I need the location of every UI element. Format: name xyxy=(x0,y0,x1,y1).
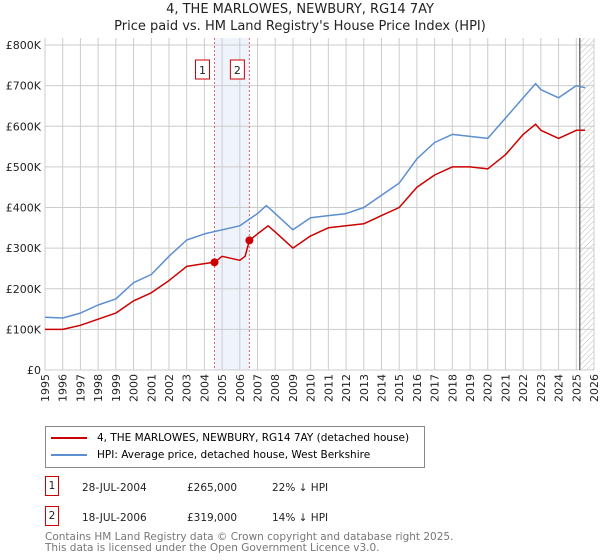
y-tick-label: £500K xyxy=(6,161,42,174)
x-tick-label: 2026 xyxy=(588,374,600,402)
y-tick-label: £600K xyxy=(6,120,42,133)
sale-marker-label: 2 xyxy=(234,64,241,77)
sale-number: 1 xyxy=(45,476,59,496)
x-tick-label: 2021 xyxy=(499,374,512,402)
legend-item-property: 4, THE MARLOWES, NEWBURY, RG14 7AY (deta… xyxy=(51,432,409,444)
sale-marker-box xyxy=(229,59,245,80)
x-tick-label: 2019 xyxy=(464,374,477,402)
x-tick-label: 2015 xyxy=(393,374,406,402)
x-tick-label: 1995 xyxy=(39,374,52,402)
sale-hpi-diff: 14% ↓ HPI xyxy=(272,512,329,524)
y-tick-label: £700K xyxy=(6,80,42,93)
x-tick-label: 2002 xyxy=(163,374,176,402)
footer-line: Contains HM Land Registry data © Crown c… xyxy=(45,531,454,543)
sale-marker-label: 1 xyxy=(199,64,206,77)
x-tick-label: 2022 xyxy=(517,374,530,402)
x-tick-label: 2008 xyxy=(269,374,282,402)
sale-date: 18-JUL-2006 xyxy=(82,512,147,524)
chart-title: 4, THE MARLOWES, NEWBURY, RG14 7AY xyxy=(166,2,434,17)
sale-hpi-diff: 22% ↓ HPI xyxy=(272,482,329,494)
x-tick-label: 1997 xyxy=(74,374,87,402)
sale-date: 28-JUL-2004 xyxy=(82,482,147,494)
x-tick-label: 2009 xyxy=(287,374,300,402)
legend-swatch-hpi xyxy=(51,454,87,456)
forecast-hatch xyxy=(579,38,594,370)
y-tick-label: £800K xyxy=(6,39,42,52)
x-tick-label: 2017 xyxy=(429,374,442,402)
x-tick-label: 2011 xyxy=(322,374,335,402)
sale-number: 2 xyxy=(45,506,59,526)
x-tick-label: 2001 xyxy=(145,374,158,402)
x-tick-label: 2024 xyxy=(553,374,566,402)
footer-line: This data is licensed under the Open Gov… xyxy=(45,542,380,554)
y-tick-label: £200K xyxy=(6,283,42,296)
legend-label: HPI: Average price, detached house, West… xyxy=(97,449,371,461)
x-tick-label: 1998 xyxy=(92,374,105,402)
y-tick-label: £100K xyxy=(6,323,42,336)
legend: 4, THE MARLOWES, NEWBURY, RG14 7AY (deta… xyxy=(45,426,425,468)
x-tick-label: 2018 xyxy=(446,374,459,402)
property-price-line xyxy=(45,123,586,331)
y-tick-label: £0 xyxy=(27,364,41,377)
x-tick-label: 2010 xyxy=(305,374,318,402)
y-tick-label: £300K xyxy=(6,242,42,255)
x-tick-label: 2016 xyxy=(411,374,424,402)
sale-point xyxy=(210,258,219,267)
x-tick-label: 2005 xyxy=(216,374,229,402)
x-tick-label: 2006 xyxy=(234,374,247,402)
x-tick-label: 2003 xyxy=(181,374,194,402)
hpi-line xyxy=(44,82,586,319)
y-tick-label: £400K xyxy=(6,202,42,215)
sale-point xyxy=(245,236,254,245)
x-tick-label: 2007 xyxy=(252,374,265,402)
sale-price: £319,000 xyxy=(187,512,238,524)
x-tick-label: 2004 xyxy=(198,374,211,402)
shaded-span xyxy=(214,38,250,370)
x-tick-label: 2014 xyxy=(375,374,388,402)
chart-subtitle: Price paid vs. HM Land Registry's House … xyxy=(114,19,486,34)
footer: Contains HM Land Registry data © Crown c… xyxy=(45,532,453,554)
x-tick-label: 1999 xyxy=(110,374,123,402)
legend-swatch-property xyxy=(51,437,87,439)
x-tick-label: 2020 xyxy=(482,374,495,402)
legend-label: 4, THE MARLOWES, NEWBURY, RG14 7AY (deta… xyxy=(97,432,410,444)
legend-item-hpi: HPI: Average price, detached house, West… xyxy=(51,449,370,461)
sale-marker-box xyxy=(194,59,210,80)
sale-price: £265,000 xyxy=(187,482,238,494)
x-tick-label: 2023 xyxy=(535,374,548,402)
x-tick-label: 2025 xyxy=(570,374,583,402)
x-tick-label: 1996 xyxy=(57,374,70,402)
x-tick-label: 2000 xyxy=(128,374,141,402)
plot-area: 1995 1996 1997 1998 1999 2000 2001 2002 2003 2004… xyxy=(6,38,600,402)
x-tick-label: 2012 xyxy=(340,374,353,402)
x-tick-label: 2013 xyxy=(358,374,371,402)
